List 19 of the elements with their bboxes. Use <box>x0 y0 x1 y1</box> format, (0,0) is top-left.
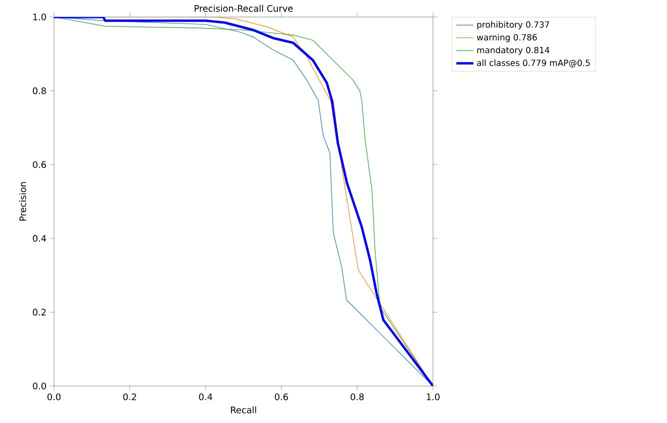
y-axis-title: Precision <box>19 182 26 221</box>
y-tick-label: 0.2 <box>32 308 46 316</box>
chart-title: Precision-Recall Curve <box>194 4 293 12</box>
legend-label: warning 0.786 <box>476 34 537 42</box>
x-tick-label: 0.8 <box>350 393 364 400</box>
x-tick-label: 0.0 <box>47 393 61 400</box>
legend-label: prohibitory 0.737 <box>477 21 550 30</box>
y-tick-label: 0.8 <box>32 87 46 94</box>
x-tick-label: 0.2 <box>123 393 136 400</box>
y-tick-label: 0.4 <box>32 235 46 242</box>
x-axis-title: Recall <box>231 406 256 414</box>
x-tick-label: 0.6 <box>274 393 288 400</box>
legend-label: mandatory 0.814 <box>477 46 550 55</box>
legend-label: all classes 0.779 mAP@0.5 <box>477 59 590 68</box>
y-tick-label: 0.0 <box>32 382 46 390</box>
x-tick-label: 1.0 <box>426 393 440 400</box>
y-tick-label: 0.6 <box>32 161 46 168</box>
y-tick-label: 1.0 <box>33 14 46 20</box>
x-tick-label: 0.4 <box>199 393 212 400</box>
